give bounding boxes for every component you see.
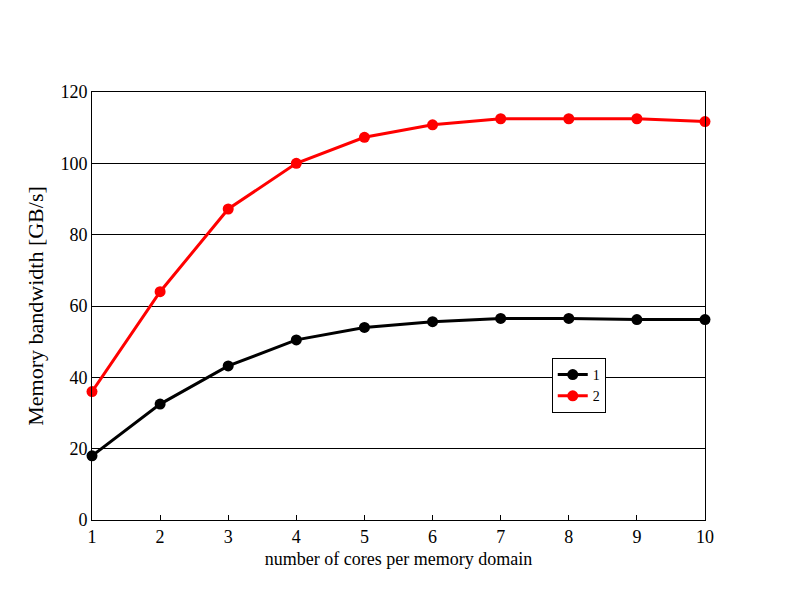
svg-text:60: 60 <box>69 296 87 316</box>
svg-text:2: 2 <box>593 389 600 404</box>
svg-text:80: 80 <box>69 225 87 245</box>
svg-text:5: 5 <box>360 527 369 547</box>
svg-text:1: 1 <box>593 368 600 383</box>
svg-text:6: 6 <box>428 527 437 547</box>
svg-text:10: 10 <box>696 527 714 547</box>
svg-text:120: 120 <box>60 82 87 102</box>
svg-text:3: 3 <box>224 527 233 547</box>
svg-text:0: 0 <box>78 510 87 530</box>
svg-text:Memory bandwidth [GB/s]: Memory bandwidth [GB/s] <box>23 186 48 426</box>
svg-text:40: 40 <box>69 368 87 388</box>
svg-text:9: 9 <box>632 527 641 547</box>
svg-text:20: 20 <box>69 439 87 459</box>
svg-text:4: 4 <box>292 527 301 547</box>
svg-text:number of cores per memory dom: number of cores per memory domain <box>265 549 532 569</box>
svg-text:7: 7 <box>496 527 505 547</box>
svg-text:2: 2 <box>156 527 165 547</box>
svg-text:8: 8 <box>564 527 573 547</box>
svg-text:100: 100 <box>60 154 87 174</box>
svg-text:1: 1 <box>88 527 97 547</box>
